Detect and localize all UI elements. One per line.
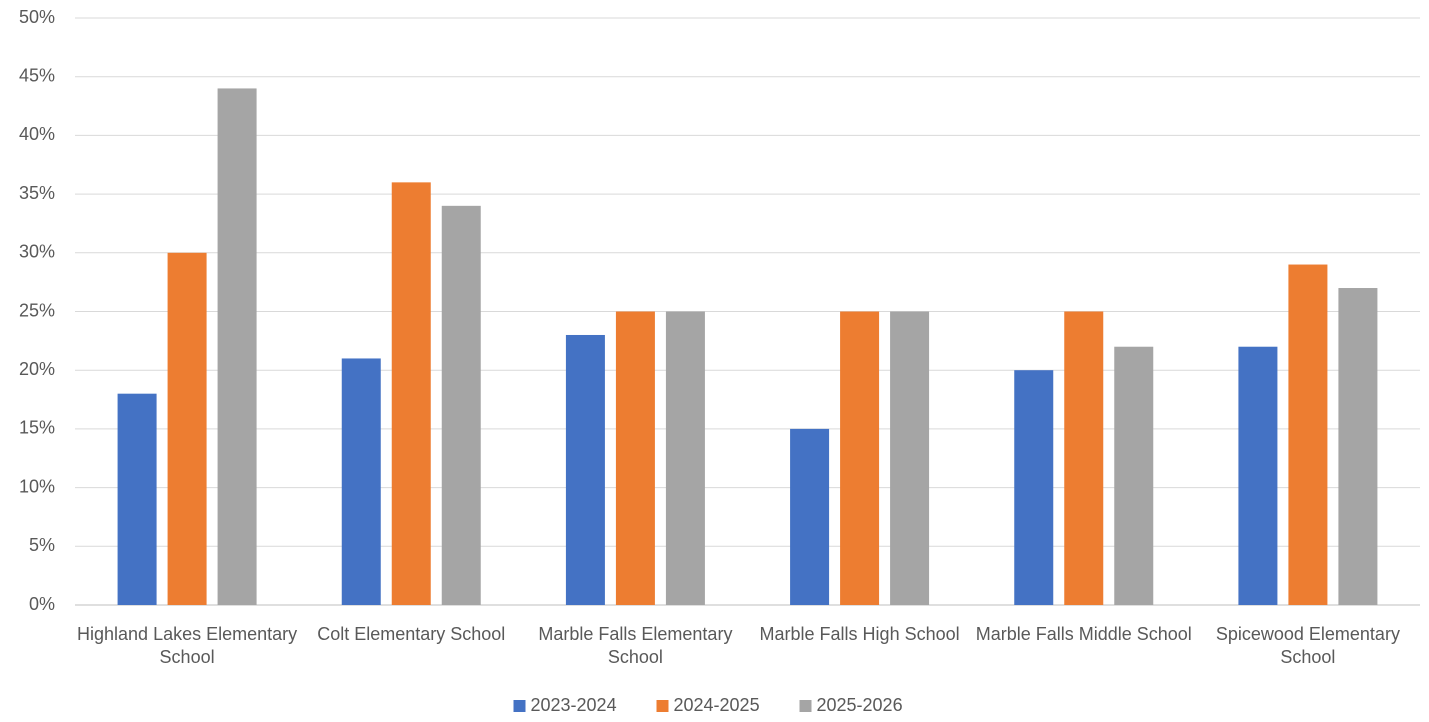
bar bbox=[840, 311, 880, 605]
legend-label: 2025-2026 bbox=[817, 695, 903, 715]
bar bbox=[1238, 346, 1278, 605]
bar bbox=[615, 311, 655, 605]
bar bbox=[217, 88, 257, 605]
bar bbox=[665, 311, 705, 605]
legend-swatch bbox=[513, 700, 526, 712]
bar bbox=[117, 393, 157, 605]
y-tick-label: 50% bbox=[19, 7, 55, 27]
y-tick-label: 5% bbox=[29, 535, 55, 555]
y-tick-label: 35% bbox=[19, 183, 55, 203]
x-tick-label: Colt Elementary School bbox=[317, 624, 506, 644]
y-tick-label: 0% bbox=[29, 594, 55, 614]
bar bbox=[341, 358, 381, 605]
y-tick-label: 15% bbox=[19, 418, 55, 438]
legend-swatch bbox=[799, 700, 812, 712]
bar bbox=[890, 311, 930, 605]
bar bbox=[391, 182, 431, 606]
bar bbox=[1338, 288, 1378, 605]
bar bbox=[790, 428, 830, 605]
bar bbox=[565, 334, 605, 605]
bar bbox=[1114, 346, 1154, 605]
bar bbox=[167, 252, 207, 606]
bar bbox=[441, 205, 481, 605]
y-tick-label: 30% bbox=[19, 242, 55, 262]
bar bbox=[1064, 311, 1104, 605]
y-tick-label: 10% bbox=[19, 476, 55, 496]
x-tick-label: Marble Falls Middle School bbox=[975, 624, 1192, 644]
x-tick-label: Spicewood Elementary School bbox=[1215, 624, 1400, 667]
bar bbox=[1014, 370, 1054, 605]
y-tick-label: 25% bbox=[19, 300, 55, 320]
y-tick-label: 40% bbox=[19, 124, 55, 144]
x-tick-label: Highland Lakes Elementary School bbox=[77, 624, 298, 667]
y-tick-label: 45% bbox=[19, 65, 55, 85]
bar bbox=[1288, 264, 1328, 605]
y-tick-label: 20% bbox=[19, 359, 55, 379]
legend-label: 2024-2025 bbox=[674, 695, 760, 715]
x-tick-label: Marble Falls High School bbox=[759, 624, 960, 644]
legend-label: 2023-2024 bbox=[531, 695, 617, 715]
x-tick-label: Marble Falls Elementary School bbox=[538, 624, 733, 667]
legend-swatch bbox=[656, 700, 669, 712]
